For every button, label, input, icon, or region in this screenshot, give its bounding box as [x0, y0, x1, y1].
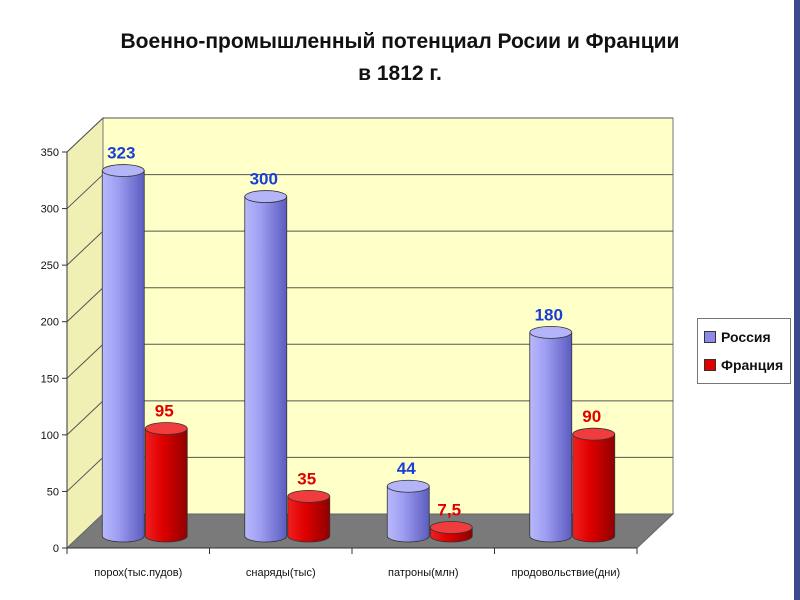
- y-tick-label: 0: [53, 543, 59, 555]
- y-tick-label: 300: [41, 204, 59, 216]
- bar-top: [386, 479, 430, 493]
- legend-swatch-russia: [704, 331, 716, 343]
- data-label: 323: [107, 144, 135, 163]
- bar: [572, 427, 616, 543]
- y-tick-label: 200: [41, 317, 59, 329]
- legend-label-france: Франция: [721, 357, 784, 373]
- bar: [529, 325, 573, 543]
- bar-body: [101, 170, 145, 543]
- bar-top: [287, 489, 331, 503]
- bar-body: [144, 428, 188, 543]
- legend: Россия Франция: [697, 318, 791, 384]
- side-wall: [66, 116, 104, 550]
- x-tick-label: продовольствие(дни): [511, 567, 620, 579]
- bar-top: [101, 164, 145, 177]
- data-label: 44: [397, 459, 416, 478]
- bar-top: [144, 422, 188, 435]
- legend-entry-france: Франция: [704, 351, 784, 379]
- slide-edge: [794, 0, 800, 600]
- legend-swatch-france: [704, 359, 716, 371]
- bar-top: [572, 427, 616, 441]
- chart-title-line1: Военно-промышленный потенциал Росии и Фр…: [120, 30, 680, 53]
- bar: [244, 190, 288, 543]
- x-tick-label: снаряды(тыс): [246, 567, 316, 579]
- bar: [101, 164, 145, 543]
- bar-body: [244, 196, 288, 543]
- data-label: 7,5: [437, 501, 461, 520]
- bar-top: [244, 190, 288, 203]
- data-label: 300: [250, 170, 278, 189]
- y-tick-label: 250: [41, 260, 59, 272]
- x-tick-label: патроны(млн): [388, 567, 458, 579]
- bar-body: [572, 433, 616, 543]
- y-tick-label: 50: [47, 486, 59, 498]
- bar-body: [287, 496, 331, 543]
- bar-top: [529, 325, 573, 339]
- data-label: 95: [155, 402, 174, 421]
- y-tick-label: 150: [41, 373, 59, 385]
- bar: [144, 422, 188, 543]
- x-tick-label: порох(тыс.пудов): [94, 567, 182, 579]
- bar-body: [386, 485, 430, 543]
- bar-body: [529, 331, 573, 543]
- y-tick-label: 100: [41, 430, 59, 442]
- data-label: 90: [582, 407, 601, 426]
- chart-title-line2: в 1812 г.: [358, 62, 442, 85]
- legend-label-russia: Россия: [721, 329, 771, 345]
- data-label: 180: [535, 305, 563, 324]
- legend-entry-russia: Россия: [704, 323, 784, 351]
- bar: [386, 479, 430, 543]
- chart-title: Военно-промышленный потенциал Росии и Фр…: [0, 26, 800, 90]
- gridline: [66, 117, 673, 153]
- bar: [429, 521, 473, 543]
- bar-top: [429, 521, 473, 534]
- data-label: 35: [297, 469, 316, 488]
- y-tick-label: 350: [41, 147, 59, 159]
- bar: [287, 489, 331, 543]
